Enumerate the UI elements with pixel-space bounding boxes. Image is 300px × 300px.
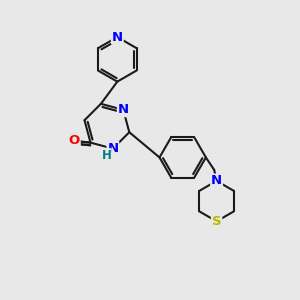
Text: N: N <box>118 103 129 116</box>
Text: O: O <box>69 134 80 148</box>
Text: N: N <box>211 174 222 188</box>
Text: N: N <box>107 142 118 155</box>
Text: N: N <box>112 31 123 44</box>
Text: H: H <box>101 149 111 162</box>
Text: S: S <box>212 215 221 228</box>
